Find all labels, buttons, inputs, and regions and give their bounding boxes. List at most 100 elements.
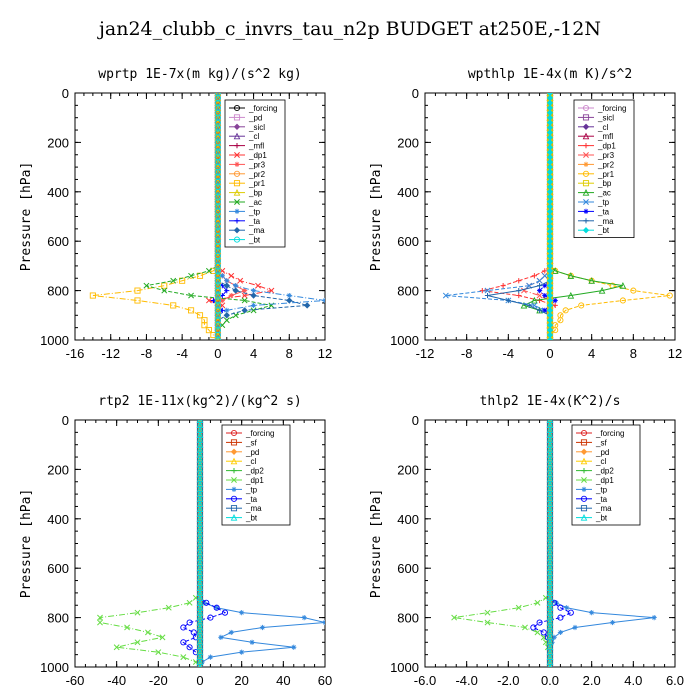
data-point [219, 273, 225, 279]
legend-label: _bt [595, 514, 608, 523]
legend-marker [583, 199, 589, 205]
y-tick-label: 800 [397, 611, 419, 626]
data-point [588, 277, 595, 284]
data-point [564, 605, 570, 611]
data-point [250, 302, 257, 309]
x-tick-label: -60 [66, 673, 85, 688]
x-tick-label: 0.0 [541, 673, 559, 688]
x-tick-label: -6.0 [414, 673, 436, 688]
legend-marker [582, 132, 590, 140]
y-tick-label: 600 [397, 234, 419, 249]
data-point [170, 302, 177, 309]
data-point [205, 297, 212, 304]
data-point [520, 301, 528, 309]
data-point [221, 609, 229, 616]
legend-marker [230, 457, 238, 465]
data-point [113, 644, 120, 651]
series-line-ma [487, 93, 551, 340]
data-point [552, 297, 558, 304]
legend-marker [230, 513, 238, 521]
x-tick-label: 2.0 [583, 673, 601, 688]
y-tick-label: 400 [47, 512, 69, 527]
data-point [322, 297, 325, 304]
data-point [500, 283, 506, 289]
data-point [578, 302, 585, 309]
y-tick-label: 600 [397, 561, 419, 576]
legend-label: _bt [248, 236, 261, 245]
data-point [522, 624, 528, 631]
legend-label: _cl [248, 132, 259, 141]
data-point [534, 599, 541, 606]
legend-marker [581, 468, 587, 474]
legend-label: _pr3 [597, 151, 615, 160]
plot-area [451, 420, 657, 667]
y-tick-label: 1000 [390, 660, 419, 675]
data-point [530, 624, 537, 631]
legend-label: _dp1 [245, 476, 264, 485]
data-point [241, 307, 248, 314]
y-tick-label: 400 [47, 185, 69, 200]
data-point [484, 287, 491, 294]
legend-label: _bp [248, 189, 263, 198]
data-point [224, 307, 230, 313]
data-point [228, 629, 234, 636]
legend-marker [230, 448, 238, 455]
data-point [214, 336, 221, 340]
data-point [536, 307, 543, 313]
legend-label: _pr1 [248, 179, 266, 188]
legend-label: _ma [595, 504, 612, 513]
legend-label: _tp [597, 198, 610, 207]
legend-label: _ma [248, 226, 265, 235]
data-point [249, 639, 255, 645]
data-point [186, 599, 193, 606]
data-point [97, 619, 103, 626]
legend-marker [233, 227, 241, 234]
data-point [188, 272, 195, 279]
plot-area [442, 93, 673, 340]
series-line-ta [182, 420, 227, 667]
legend-marker [230, 505, 238, 512]
data-point [541, 272, 548, 279]
y-tick-label: 200 [397, 462, 419, 477]
legend-marker [583, 218, 589, 224]
data-point [219, 297, 225, 304]
data-point [159, 634, 166, 641]
legend-marker [234, 161, 240, 167]
data-point [223, 317, 230, 324]
data-point [516, 278, 522, 284]
x-tick-label: 0 [196, 673, 203, 688]
panel-3: rtp2 1E-11x(kg^2)/(kg^2 s) Pressure [hPa]… [19, 394, 332, 688]
x-tick-label: -12 [416, 346, 435, 361]
data-point [589, 610, 595, 616]
data-point [223, 282, 230, 289]
legend-label: _ma [245, 504, 262, 513]
data-point [557, 317, 564, 324]
legend-marker [582, 123, 590, 130]
legend-label: _cl [595, 457, 606, 466]
data-point [322, 619, 325, 626]
data-point [237, 277, 244, 284]
legend-marker [233, 188, 241, 196]
legend-label: _pr2 [597, 160, 615, 169]
y-tick-label: 200 [397, 135, 419, 150]
y-axis-label: Pressure [hPa] [369, 162, 384, 272]
data-point [536, 277, 543, 284]
legend-marker [233, 104, 241, 112]
panel-1: wprtp 1E-7x(m kg)/(s^2 kg) Pressure [hPa]… [19, 67, 332, 361]
data-point [567, 291, 575, 299]
legend-marker [582, 180, 590, 187]
legend-label: _cl [597, 123, 608, 132]
y-tick-label: 0 [412, 413, 419, 428]
legend-marker [583, 152, 589, 158]
y-tick-label: 0 [412, 86, 419, 101]
legend-label: _bt [597, 226, 610, 235]
data-point [201, 600, 207, 606]
legend-label: _sf [595, 438, 607, 447]
data-point [165, 604, 172, 611]
data-point [250, 307, 257, 314]
x-tick-label: 0 [546, 346, 553, 361]
legend-marker [231, 468, 237, 474]
data-point [286, 292, 292, 299]
y-tick-label: 800 [47, 611, 69, 626]
legend-marker [582, 227, 590, 234]
